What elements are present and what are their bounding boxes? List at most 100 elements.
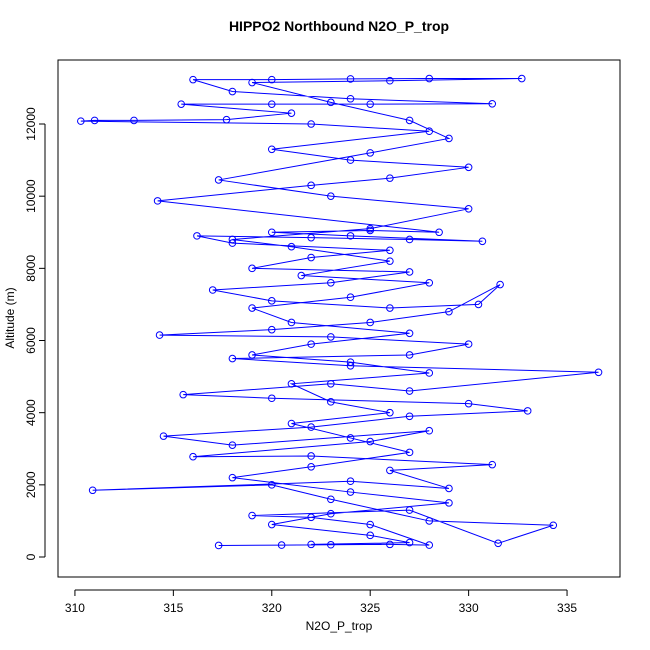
data-point [445, 307, 453, 316]
x-tick-label: 325 [360, 601, 380, 615]
data-point [277, 541, 286, 549]
x-tick-label: 315 [163, 601, 183, 615]
data-point [307, 452, 315, 460]
data-point [346, 434, 355, 442]
data-point [464, 340, 473, 348]
data-point [346, 358, 355, 366]
data-point [594, 368, 603, 377]
data-point [405, 235, 414, 244]
data-point [307, 120, 315, 128]
data-point [327, 333, 335, 341]
data-point [425, 541, 434, 549]
x-tick-label: 310 [65, 601, 85, 615]
data-point [346, 94, 355, 103]
data-point [464, 399, 473, 408]
y-axis-label: Altitude (m) [3, 287, 17, 348]
y-tick-label: 12000 [24, 107, 38, 141]
data-point [228, 239, 237, 247]
data-point [287, 380, 296, 388]
data-point [327, 398, 335, 406]
data-point [307, 233, 315, 242]
data-point [214, 541, 223, 550]
data-point [346, 75, 355, 83]
data-point [179, 390, 187, 399]
data-point [346, 477, 355, 486]
data-point [228, 473, 237, 482]
data-point [327, 192, 335, 200]
data-point [327, 98, 335, 107]
data-point [307, 181, 315, 190]
data-point [327, 495, 335, 504]
data-point [267, 297, 276, 305]
data-point [193, 232, 201, 240]
data-point [267, 481, 276, 489]
y-tick-label: 10000 [24, 179, 38, 213]
data-point [248, 511, 256, 520]
data-point [214, 176, 223, 184]
data-point [287, 419, 296, 428]
data-point [494, 539, 502, 548]
data-point [405, 448, 414, 457]
data-point [346, 156, 355, 164]
data-point [366, 100, 375, 108]
data-point [386, 257, 394, 265]
data-point [405, 412, 414, 421]
y-tick-label: 2000 [24, 471, 38, 498]
data-point [228, 235, 237, 244]
data-point [267, 325, 276, 334]
data-line [80, 78, 599, 546]
data-point [307, 253, 315, 262]
data-point [488, 460, 497, 469]
data-point [327, 380, 335, 388]
y-tick-label: 8000 [24, 255, 38, 282]
data-point [445, 134, 453, 143]
data-point [405, 351, 414, 359]
data-point [517, 74, 526, 83]
data-point [327, 540, 335, 549]
x-tick-label: 320 [262, 601, 282, 615]
data-point [248, 264, 256, 273]
data-point [90, 116, 99, 125]
data-point [523, 407, 532, 415]
data-point [307, 340, 315, 348]
data-point [405, 538, 414, 547]
data-point [222, 115, 231, 124]
data-point [425, 278, 434, 287]
data-point [386, 246, 394, 255]
data-point [405, 268, 414, 276]
data-point [496, 280, 504, 289]
data-point [425, 517, 434, 525]
data-point [435, 228, 443, 237]
data-point [77, 117, 85, 125]
data-point [153, 197, 162, 205]
data-point [464, 163, 473, 172]
data-point [386, 540, 394, 549]
plot-frame [57, 59, 621, 578]
data-point [267, 75, 276, 84]
data-point [346, 293, 355, 302]
data-point [307, 423, 315, 431]
data-point [425, 426, 434, 435]
data-point [366, 531, 375, 540]
data-point [445, 484, 453, 493]
data-point [189, 452, 197, 461]
data-point [366, 224, 375, 233]
data-point [307, 540, 315, 549]
data-point [464, 205, 473, 213]
data-point [307, 513, 315, 522]
data-point [366, 437, 375, 446]
data-point [405, 387, 414, 395]
data-point [287, 242, 296, 251]
data-point [327, 509, 335, 518]
data-point [346, 361, 355, 370]
data-point [248, 351, 256, 359]
x-tick-label: 330 [459, 601, 479, 615]
data-point [425, 74, 434, 83]
data-point [177, 100, 186, 108]
data-point [327, 278, 335, 287]
data-point [386, 466, 394, 475]
data-point [155, 331, 164, 339]
data-point [445, 499, 453, 507]
data-point [405, 506, 414, 514]
